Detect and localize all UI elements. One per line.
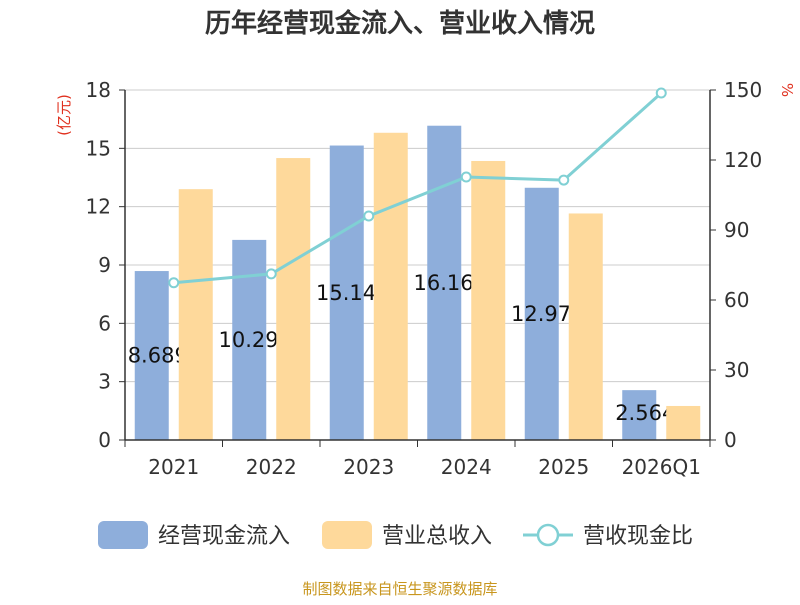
left-axis-unit: (亿元): [55, 94, 73, 136]
data-label-cash-inflow: 15.144: [316, 281, 389, 305]
x-tick-label: 2021: [148, 455, 199, 479]
ratio-point: [363, 210, 375, 222]
bar-revenue: [373, 132, 408, 440]
right-tick-label: 90: [724, 218, 749, 242]
bar-cash-inflow: [524, 187, 559, 440]
bar-cash-inflow: [134, 271, 169, 440]
legend-swatch-cash-inflow: [98, 521, 148, 549]
data-label-cash-inflow: 2.564: [615, 401, 675, 425]
data-labels-group: 8.689 10.291 15.144 16.163 12.972 2.564: [128, 271, 675, 425]
data-label-cash-inflow: 10.291: [219, 328, 292, 352]
left-tick-label: 6: [98, 311, 111, 335]
x-tick-label: 2024: [441, 455, 492, 479]
ratio-point: [558, 174, 570, 186]
ratio-point: [655, 87, 667, 99]
bar-cash-inflow: [427, 125, 462, 440]
bar-revenue: [276, 158, 311, 441]
legend-label-revenue: 营业总收入: [382, 524, 492, 549]
data-label-cash-inflow: 12.972: [511, 302, 584, 326]
left-tick-label: 9: [98, 253, 111, 277]
right-tick-label: 30: [724, 358, 749, 382]
ratio-line: [173, 91, 663, 285]
left-tick-label: 3: [98, 370, 111, 394]
bar-revenue: [568, 213, 603, 440]
left-tick-label: 0: [98, 428, 111, 452]
axes-group: 0 3 6 9 12 15 18 0 30 60 90 120 150 2021 2022 2023 2024 2…: [86, 78, 763, 479]
bar-cash-inflow: [232, 239, 267, 440]
x-tick-label: 2022: [246, 455, 297, 479]
right-tick-label: 60: [724, 288, 749, 312]
x-tick-label: 2025: [538, 455, 589, 479]
left-tick-label: 18: [86, 78, 111, 102]
chart-title: 历年经营现金流入、营业收入情况: [205, 8, 595, 39]
right-tick-label: 0: [724, 428, 737, 452]
bar-cash-inflow: [329, 145, 364, 441]
ratio-point: [460, 171, 472, 183]
x-tick-label: 2026Q1: [622, 455, 701, 479]
left-tick-label: 12: [86, 195, 111, 219]
data-label-cash-inflow: 8.689: [128, 344, 188, 368]
data-label-cash-inflow: 16.163: [414, 271, 487, 295]
legend-label-cash-inflow: 经营现金流入: [158, 524, 290, 549]
bar-revenue: [666, 405, 701, 440]
legend-swatch-revenue: [322, 521, 372, 549]
x-tick-label: 2023: [343, 455, 394, 479]
legend: 经营现金流入 营业总收入 营收现金比: [98, 521, 693, 549]
bar-cash-inflow: [622, 390, 657, 440]
bars-group: [134, 125, 701, 441]
ratio-point: [168, 277, 180, 289]
left-tick-label: 15: [86, 136, 111, 160]
right-axis-unit: %: [778, 83, 796, 97]
grid-lines: [125, 89, 710, 383]
source-note: 制图数据来自恒生聚源数据库: [302, 580, 497, 598]
right-tick-label: 150: [724, 78, 762, 102]
right-tick-label: 120: [724, 148, 762, 172]
legend-marker-ratio: [536, 523, 560, 547]
bar-revenue: [471, 160, 506, 440]
legend-label-ratio: 营收现金比: [583, 524, 693, 549]
bar-revenue: [178, 189, 213, 440]
line-series-group: [168, 87, 667, 289]
ratio-point: [265, 268, 277, 280]
